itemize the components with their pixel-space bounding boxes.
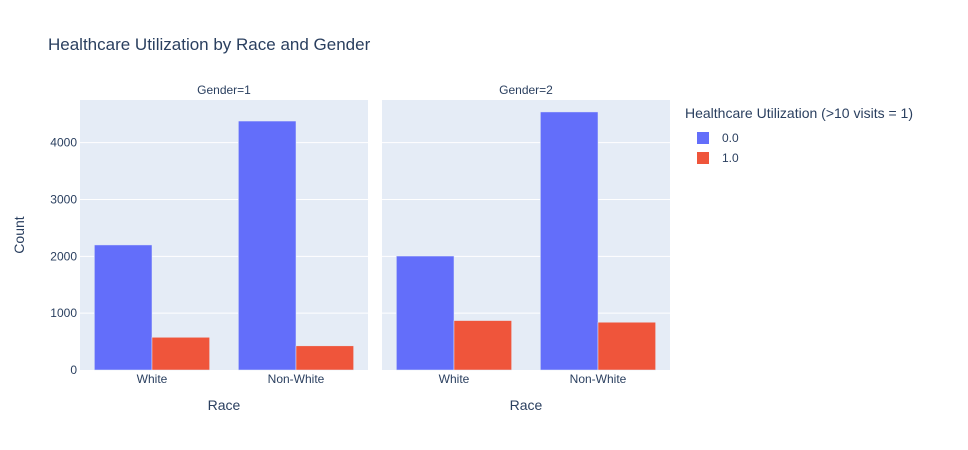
x-axis-title: Race (208, 397, 241, 413)
legend-label[interactable]: 0.0 (722, 131, 739, 145)
legend-label[interactable]: 1.0 (722, 151, 739, 165)
bar-Gender-1-white-1.0[interactable] (151, 337, 210, 371)
facet-label: Gender=1 (197, 83, 251, 97)
y-tick-label: 3000 (50, 192, 77, 206)
plot-area: 0 1000 2000 3000 4000 Gender=1 White Non-White R… (50, 83, 670, 413)
bar-Gender-2-white-1.0[interactable] (453, 320, 512, 371)
x-tick-label: White (439, 372, 470, 386)
x-tick-label: White (137, 372, 168, 386)
x-axis-title: Race (510, 397, 543, 413)
bar-Gender-1-non-white-0.0[interactable] (238, 120, 297, 371)
legend-swatch[interactable] (697, 152, 709, 164)
legend-swatch[interactable] (697, 132, 709, 144)
facet-label: Gender=2 (499, 83, 553, 97)
bar-Gender-1-white-0.0[interactable] (94, 244, 153, 371)
bar-Gender-2-white-0.0[interactable] (396, 255, 455, 371)
bar-Gender-2-non-white-0.0[interactable] (540, 111, 599, 371)
facet-panel-1: Gender=1 White Non-White Race (80, 83, 368, 413)
y-tick-label: 1000 (50, 306, 77, 320)
bar-Gender-1-non-white-1.0[interactable] (295, 345, 354, 371)
legend-title: Healthcare Utilization (>10 visits = 1) (685, 105, 913, 121)
y-tick-label: 0 (70, 363, 77, 377)
facet-panel-2: Gender=2 White Non-White Race (382, 83, 670, 413)
y-tick-label: 4000 (50, 136, 77, 150)
chart-title: Healthcare Utilization by Race and Gende… (48, 35, 371, 54)
x-tick-label: Non-White (570, 372, 627, 386)
y-axis-title: Count (11, 216, 27, 253)
x-tick-label: Non-White (268, 372, 325, 386)
bar-Gender-2-non-white-1.0[interactable] (597, 322, 656, 371)
legend: Healthcare Utilization (>10 visits = 1) 0… (685, 105, 913, 165)
y-tick-label: 2000 (50, 249, 77, 263)
